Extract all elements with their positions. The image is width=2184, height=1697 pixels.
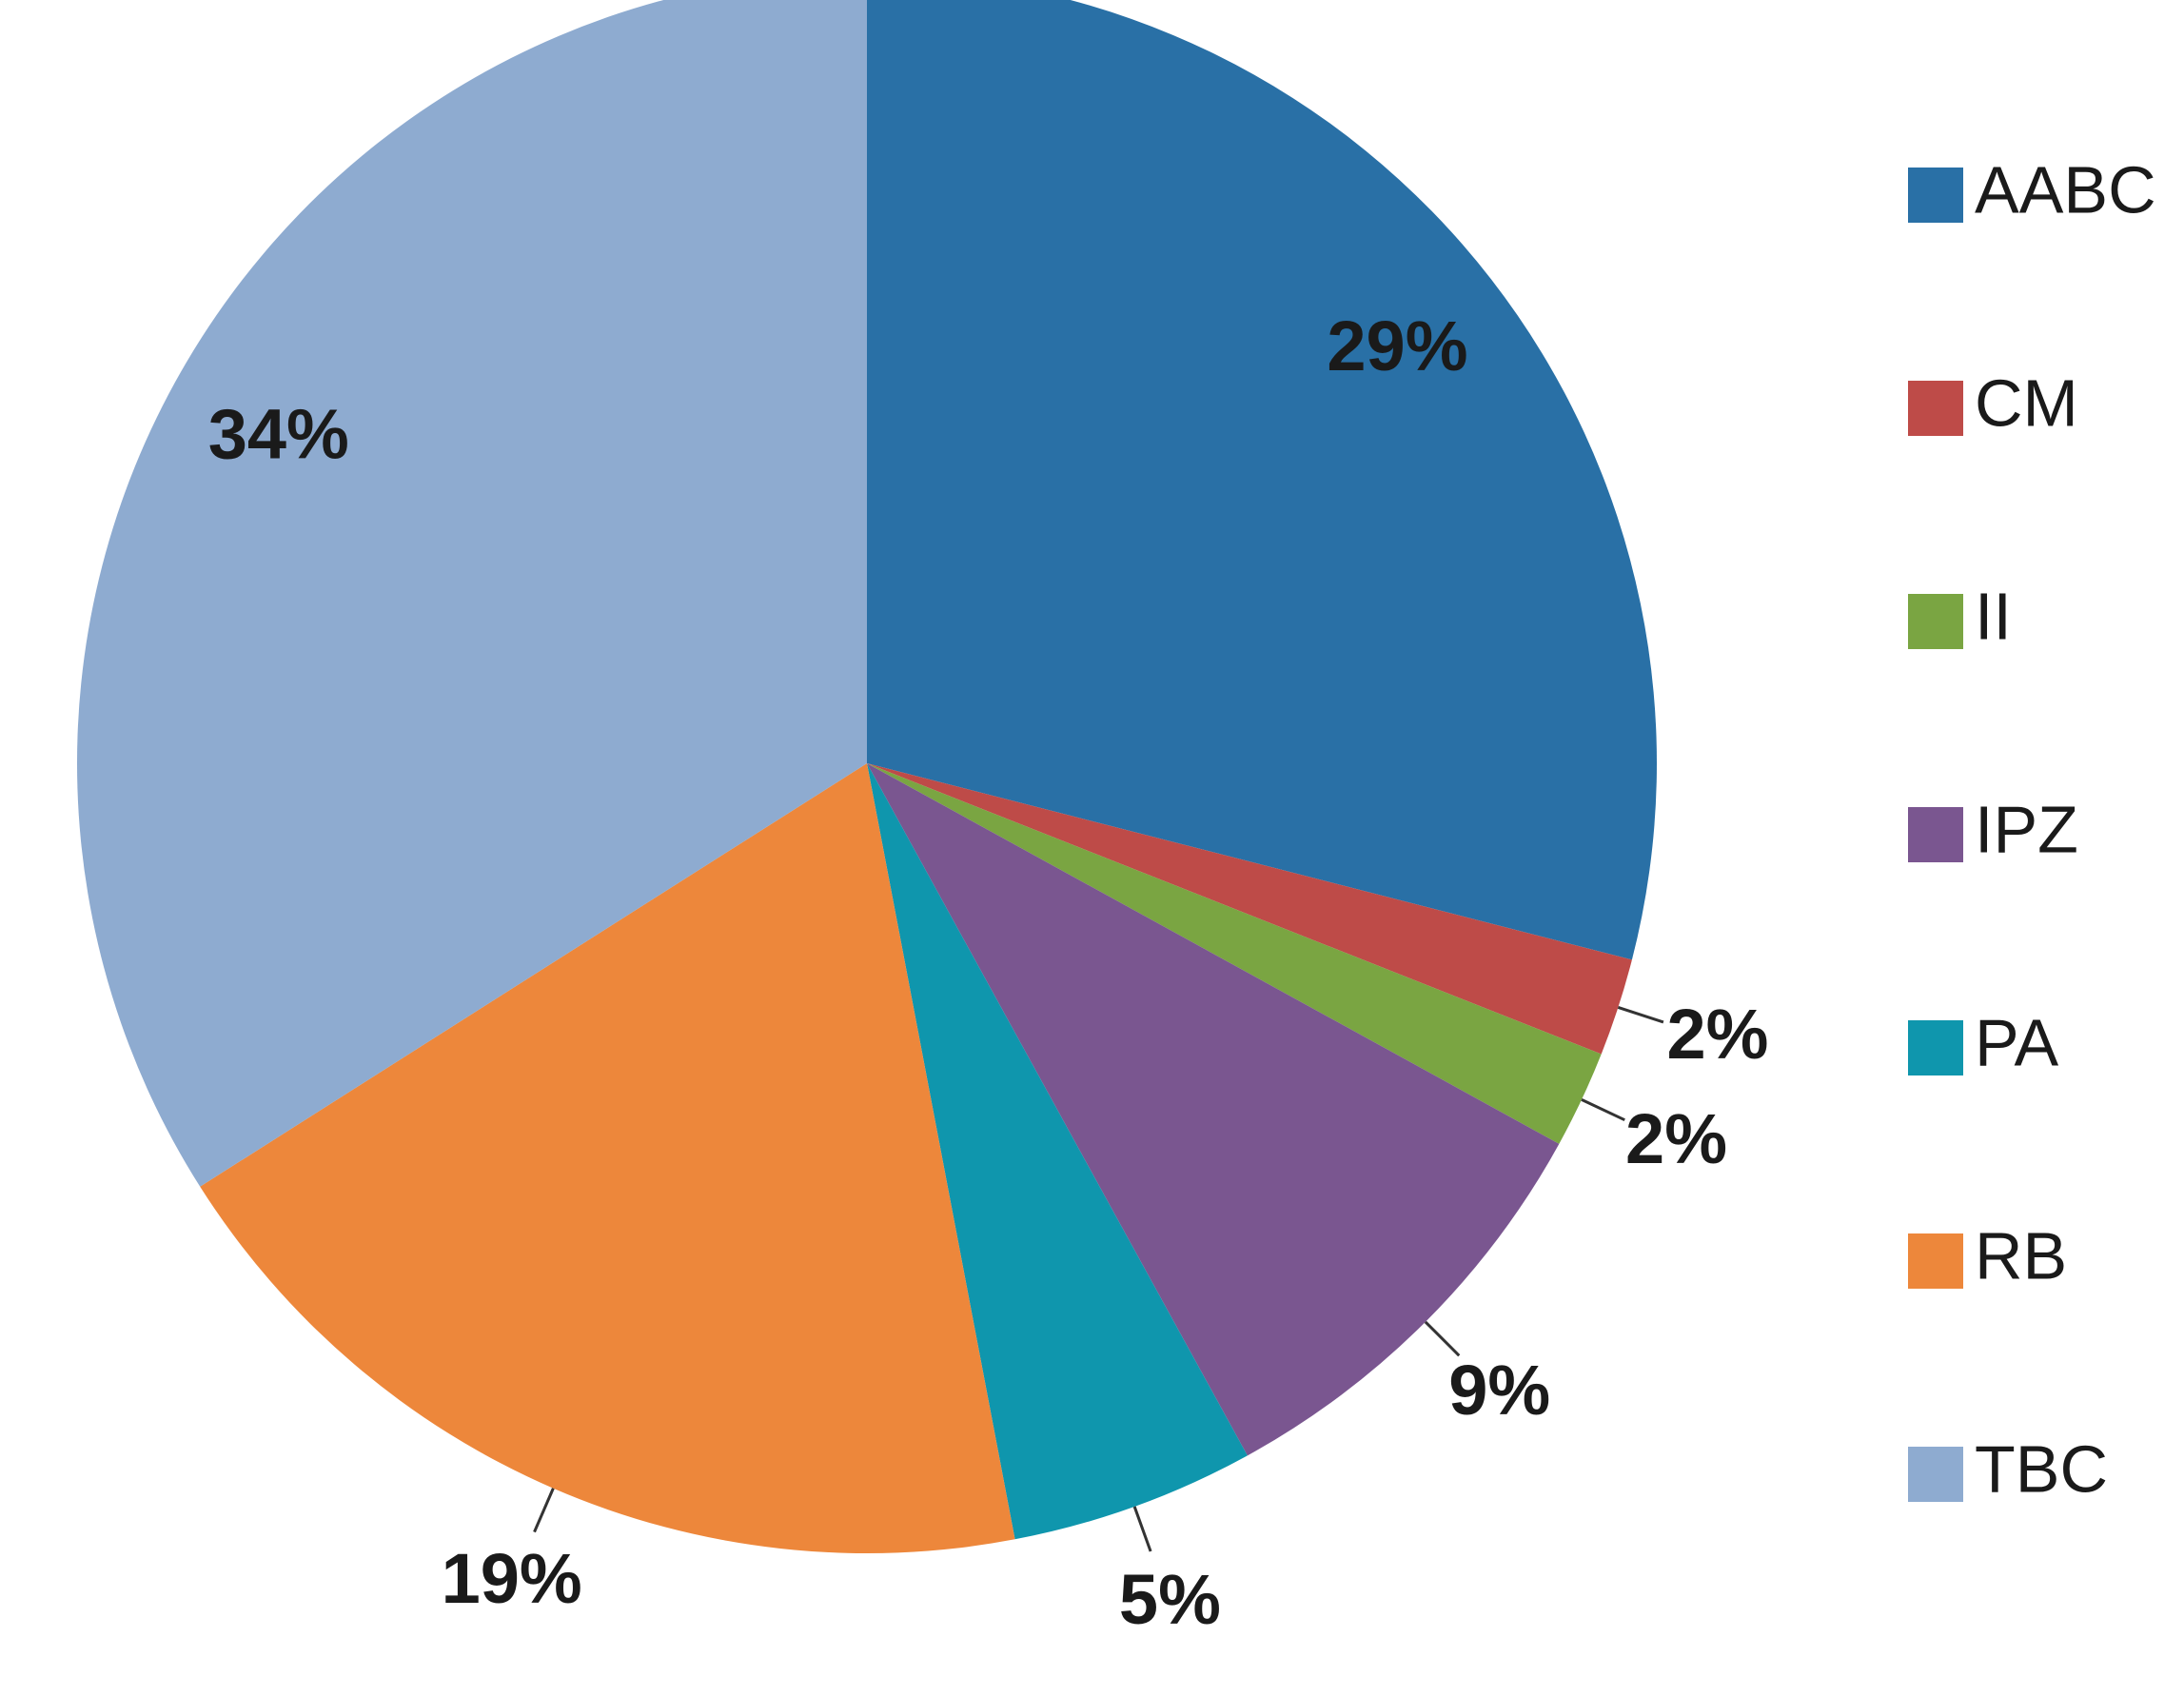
legend-label: TBC xyxy=(1975,1431,2108,1506)
legend-label: IPZ xyxy=(1975,792,2078,866)
leader-line xyxy=(1581,1098,1625,1122)
data-label: 9% xyxy=(1448,1351,1550,1430)
data-label: 29% xyxy=(1327,306,1467,385)
pie-slice xyxy=(77,0,867,1187)
leader-line xyxy=(533,1488,555,1533)
legend-swatch xyxy=(1908,168,1963,223)
pie-slice xyxy=(200,763,1015,1553)
data-label: 2% xyxy=(1667,995,1769,1074)
legend-label: AABC xyxy=(1975,152,2156,227)
legend-label: PA xyxy=(1975,1005,2058,1079)
leader-line xyxy=(1132,1506,1152,1552)
pie-slice xyxy=(867,763,1560,1456)
leader-line xyxy=(1617,1006,1664,1024)
pie-slice xyxy=(867,0,1657,960)
data-label: 2% xyxy=(1625,1099,1727,1178)
legend-label: II xyxy=(1975,579,2012,653)
legend-swatch xyxy=(1908,1233,1963,1289)
pie-slice xyxy=(867,763,1632,1055)
legend-label: CM xyxy=(1975,365,2078,440)
pie-slice xyxy=(867,763,1248,1540)
pie-slice xyxy=(867,763,1602,1144)
legend-swatch xyxy=(1908,1447,1963,1502)
data-label: 34% xyxy=(208,395,349,474)
data-label: 5% xyxy=(1119,1560,1221,1639)
legend-swatch xyxy=(1908,381,1963,436)
legend-label: RB xyxy=(1975,1218,2067,1292)
legend-swatch xyxy=(1908,1020,1963,1075)
data-label: 19% xyxy=(442,1539,582,1618)
legend-swatch xyxy=(1908,807,1963,862)
legend-swatch xyxy=(1908,594,1963,649)
leader-line xyxy=(1424,1320,1461,1357)
